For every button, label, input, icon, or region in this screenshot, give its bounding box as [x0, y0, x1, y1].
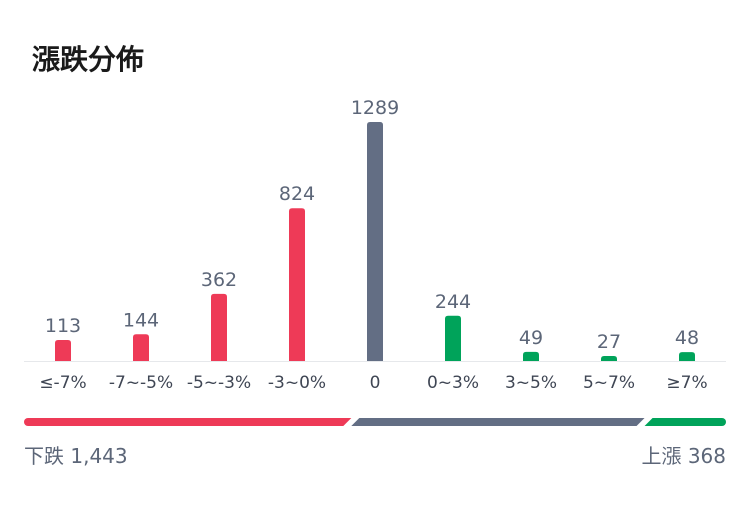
- category-label-0: ≤-7%: [39, 373, 86, 393]
- bar-value-label-2: 362: [201, 269, 237, 291]
- bar-value-label-3: 824: [279, 183, 315, 205]
- category-label-1: -7~-5%: [109, 373, 173, 393]
- proportion-flat-segment: [351, 418, 645, 426]
- category-label-3: -3~0%: [268, 373, 326, 393]
- down-count-label: 下跌 1,443: [24, 444, 128, 468]
- category-label-8: ≥7%: [666, 373, 707, 393]
- bar-4: [367, 122, 383, 361]
- proportion-up-segment: [644, 418, 726, 426]
- bar-0: [55, 340, 71, 361]
- proportion-down-segment: [24, 418, 352, 426]
- category-label-2: -5~-3%: [187, 373, 251, 393]
- bar-5: [445, 315, 461, 361]
- bar-8: [679, 352, 695, 361]
- bar-2: [211, 293, 227, 361]
- bar-value-label-0: 113: [45, 315, 81, 337]
- bar-value-label-6: 49: [519, 327, 543, 349]
- bar-value-label-7: 27: [597, 331, 621, 353]
- bar-7: [601, 355, 617, 361]
- up-count-label: 上漲 368: [641, 444, 726, 468]
- bar-value-label-8: 48: [675, 327, 699, 349]
- category-label-5: 0~3%: [427, 373, 479, 393]
- bar-value-label-4: 1289: [351, 97, 399, 119]
- bar-1: [133, 334, 149, 361]
- bar-6: [523, 351, 539, 361]
- bar-value-label-1: 144: [123, 309, 159, 331]
- bar-value-label-5: 244: [435, 291, 471, 313]
- category-label-6: 3~5%: [505, 373, 557, 393]
- category-label-4: 0: [370, 373, 381, 393]
- bar-3: [289, 208, 305, 361]
- category-label-7: 5~7%: [583, 373, 635, 393]
- chart-title: 漲跌分佈: [32, 43, 145, 76]
